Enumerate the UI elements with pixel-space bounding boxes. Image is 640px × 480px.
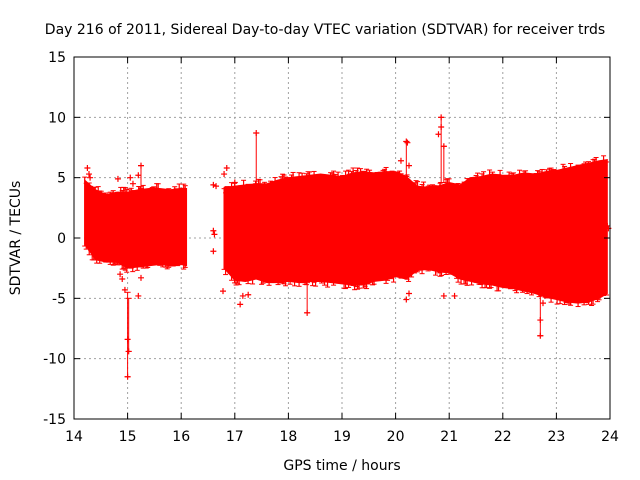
outlier-point [135, 292, 142, 299]
x-axis-label: GPS time / hours [283, 458, 400, 474]
x-tick-label: 18 [279, 429, 297, 445]
y-tick-label: -15 [43, 412, 66, 428]
outlier-point [435, 131, 442, 138]
outlier-point [87, 174, 94, 181]
data-layer [82, 114, 612, 380]
x-tick-label: 17 [226, 429, 244, 445]
outlier-point [127, 174, 134, 181]
x-tick-label: 21 [440, 429, 458, 445]
outlier-point [213, 183, 220, 190]
outlier-point [114, 175, 121, 182]
x-tick-label: 20 [387, 429, 405, 445]
outlier-point [540, 300, 546, 307]
outlier-point [84, 165, 91, 172]
y-tick-label: -10 [43, 352, 66, 368]
outlier-point [440, 143, 447, 150]
x-tick-label: 19 [333, 429, 351, 445]
outlier-point [397, 157, 404, 164]
outlier-point [404, 139, 411, 146]
outlier-point [239, 292, 246, 299]
outlier-point [440, 292, 447, 299]
y-tick-label: 15 [48, 50, 66, 66]
outlier-point [89, 239, 96, 246]
outlier-point [121, 286, 128, 293]
outlier-point [210, 248, 217, 255]
y-tick-label: 0 [57, 231, 66, 247]
outlier-point [223, 165, 230, 172]
outlier-point [253, 130, 260, 137]
outlier-point [220, 288, 227, 295]
y-tick-label: -5 [52, 291, 66, 307]
outlier-point [537, 317, 544, 324]
x-tick-label: 16 [172, 429, 190, 445]
outlier-point [117, 271, 124, 278]
outlier-point [125, 348, 132, 355]
y-tick-label: 5 [57, 171, 66, 187]
outlier-point [210, 227, 217, 234]
outlier-point [138, 274, 144, 281]
x-tick-label: 23 [547, 429, 565, 445]
x-tick-label: 15 [119, 429, 137, 445]
outlier-point [124, 373, 131, 380]
outlier-point [406, 290, 412, 297]
y-axis-label: SDTVAR / TECUs [8, 181, 24, 296]
outlier-point [403, 296, 410, 303]
outlier-point [129, 180, 136, 187]
outlier-point [245, 291, 252, 298]
chart-title: Day 216 of 2011, Sidereal Day-to-day VTE… [45, 22, 605, 38]
outlier-point [403, 138, 410, 145]
tick-layer: 14 15 16 17 18 19 20 21 22 23 24 -15 -10 -5 0 5 10 15 [43, 50, 619, 445]
x-tick-label: 14 [65, 429, 83, 445]
outlier-point [537, 332, 544, 339]
outlier-point [406, 162, 412, 169]
outlier-point [211, 231, 218, 238]
x-tick-label: 24 [601, 429, 619, 445]
outlier-point [86, 171, 93, 178]
outlier-point [304, 309, 311, 316]
outlier-point [210, 181, 217, 188]
outlier-point [124, 336, 131, 343]
outlier-point [138, 162, 144, 169]
outlier-point [221, 171, 228, 178]
outlier-point [438, 114, 445, 121]
outlier-point [135, 172, 142, 179]
outlier-point [231, 179, 238, 186]
y-tick-label: 10 [48, 110, 66, 126]
outlier-point [451, 292, 458, 299]
x-tick-label: 22 [494, 429, 512, 445]
outlier-point [438, 123, 445, 130]
outlier-point [119, 276, 126, 283]
outlier-point [237, 301, 244, 308]
